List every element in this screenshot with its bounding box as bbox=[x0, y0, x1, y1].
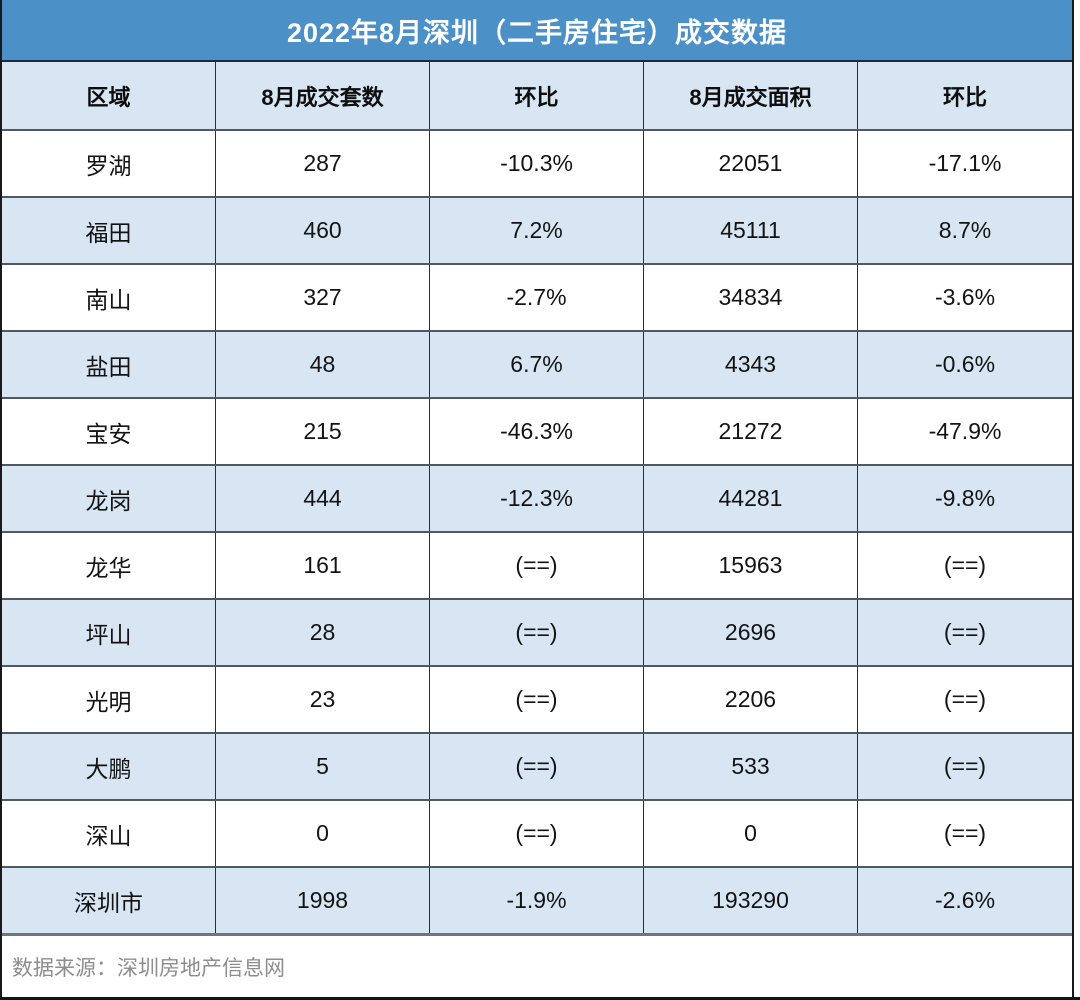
table-row: 深山 0 (==) 0 (==) bbox=[2, 799, 1072, 866]
table-title-bar: 2022年8月深圳（二手房住宅）成交数据 bbox=[2, 0, 1072, 62]
table-row: 宝安 215 -46.3% 21272 -47.9% bbox=[2, 397, 1072, 464]
cell-units: 444 bbox=[216, 466, 430, 531]
cell-area-mom: (==) bbox=[943, 552, 987, 578]
source-note-text: 数据来源：深圳房地产信息网 bbox=[12, 956, 285, 980]
cell-units-mom: 6.7% bbox=[430, 332, 644, 397]
cell-area-mom: -9.8% bbox=[934, 485, 996, 511]
column-header-units: 8月成交套数 bbox=[216, 62, 430, 129]
cell-area-mom: -47.9% bbox=[928, 418, 1002, 444]
cell-region: 坪山 bbox=[2, 600, 216, 665]
cell-area-mom: (==) bbox=[943, 753, 987, 779]
cell-region: 深山 bbox=[2, 801, 216, 866]
source-note-bar: 数据来源：深圳房地产信息网 bbox=[2, 933, 1072, 997]
cell-units-mom: 7.2% bbox=[430, 198, 644, 263]
cell-units-mom: (==) bbox=[430, 533, 644, 598]
cell-units-mom: (==) bbox=[430, 667, 644, 732]
table-row: 大鹏 5 (==) 533 (==) bbox=[2, 732, 1072, 799]
cell-area: 193290 bbox=[644, 868, 858, 933]
cell-region: 福田 bbox=[2, 198, 216, 263]
cell-units-mom: (==) bbox=[430, 600, 644, 665]
cell-units: 23 bbox=[216, 667, 430, 732]
cell-area: 45111 bbox=[644, 198, 858, 263]
table-header-row: 区域 8月成交套数 环比 8月成交面积 环比 bbox=[2, 62, 1072, 129]
cell-units: 287 bbox=[216, 131, 430, 196]
table-row: 南山 327 -2.7% 34834 -3.6% bbox=[2, 263, 1072, 330]
table-row: 深圳市 1998 -1.9% 193290 -2.6% bbox=[2, 866, 1072, 933]
cell-region: 宝安 bbox=[2, 399, 216, 464]
table-row: 龙岗 444 -12.3% 44281 -9.8% bbox=[2, 464, 1072, 531]
cell-units-mom: -10.3% bbox=[430, 131, 644, 196]
cell-units-mom: (==) bbox=[430, 801, 644, 866]
column-header-area: 8月成交面积 bbox=[644, 62, 858, 129]
cell-region: 光明 bbox=[2, 667, 216, 732]
cell-units-mom: -46.3% bbox=[430, 399, 644, 464]
cell-units: 28 bbox=[216, 600, 430, 665]
cell-units: 5 bbox=[216, 734, 430, 799]
cell-area: 4343 bbox=[644, 332, 858, 397]
table-body: 罗湖 287 -10.3% 22051 -17.1% 福田 460 7.2% 45111 8.7%… bbox=[2, 129, 1072, 933]
table-row: 福田 460 7.2% 45111 8.7% bbox=[2, 196, 1072, 263]
cell-area: 2206 bbox=[644, 667, 858, 732]
table-row: 龙华 161 (==) 15963 (==) bbox=[2, 531, 1072, 598]
cell-region: 大鹏 bbox=[2, 734, 216, 799]
cell-units-mom: -1.9% bbox=[430, 868, 644, 933]
cell-area: 44281 bbox=[644, 466, 858, 531]
cell-area: 21272 bbox=[644, 399, 858, 464]
cell-units: 1998 bbox=[216, 868, 430, 933]
cell-area-mom: -3.6% bbox=[934, 284, 996, 310]
cell-units: 215 bbox=[216, 399, 430, 464]
table-row: 光明 23 (==) 2206 (==) bbox=[2, 665, 1072, 732]
cell-area: 533 bbox=[644, 734, 858, 799]
column-header-region: 区域 bbox=[2, 62, 216, 129]
cell-region: 南山 bbox=[2, 265, 216, 330]
table-title: 2022年8月深圳（二手房住宅）成交数据 bbox=[286, 17, 788, 48]
cell-area-mom: -17.1% bbox=[928, 150, 1002, 176]
cell-area-mom: -2.6% bbox=[934, 887, 996, 913]
cell-area: 34834 bbox=[644, 265, 858, 330]
cell-area: 15963 bbox=[644, 533, 858, 598]
cell-units: 0 bbox=[216, 801, 430, 866]
column-header-area-mom: 环比 bbox=[942, 84, 987, 110]
cell-area-mom: (==) bbox=[943, 820, 987, 846]
cell-area: 2696 bbox=[644, 600, 858, 665]
cell-area-mom: -0.6% bbox=[934, 351, 996, 377]
cell-region: 深圳市 bbox=[2, 868, 216, 933]
table-row: 罗湖 287 -10.3% 22051 -17.1% bbox=[2, 129, 1072, 196]
cell-units: 327 bbox=[216, 265, 430, 330]
cell-region: 龙华 bbox=[2, 533, 216, 598]
cell-units: 161 bbox=[216, 533, 430, 598]
cell-units: 460 bbox=[216, 198, 430, 263]
cell-area-mom: (==) bbox=[943, 619, 987, 645]
cell-region: 盐田 bbox=[2, 332, 216, 397]
cell-area-mom: 8.7% bbox=[938, 217, 992, 243]
cell-units-mom: -2.7% bbox=[430, 265, 644, 330]
cell-area: 22051 bbox=[644, 131, 858, 196]
table-row: 盐田 48 6.7% 4343 -0.6% bbox=[2, 330, 1072, 397]
cell-units: 48 bbox=[216, 332, 430, 397]
cell-area: 0 bbox=[644, 801, 858, 866]
cell-units-mom: (==) bbox=[430, 734, 644, 799]
column-header-units-mom: 环比 bbox=[430, 62, 644, 129]
table-row: 坪山 28 (==) 2696 (==) bbox=[2, 598, 1072, 665]
cell-region: 罗湖 bbox=[2, 131, 216, 196]
cell-units-mom: -12.3% bbox=[430, 466, 644, 531]
cell-region: 龙岗 bbox=[2, 466, 216, 531]
cell-area-mom: (==) bbox=[943, 686, 987, 712]
